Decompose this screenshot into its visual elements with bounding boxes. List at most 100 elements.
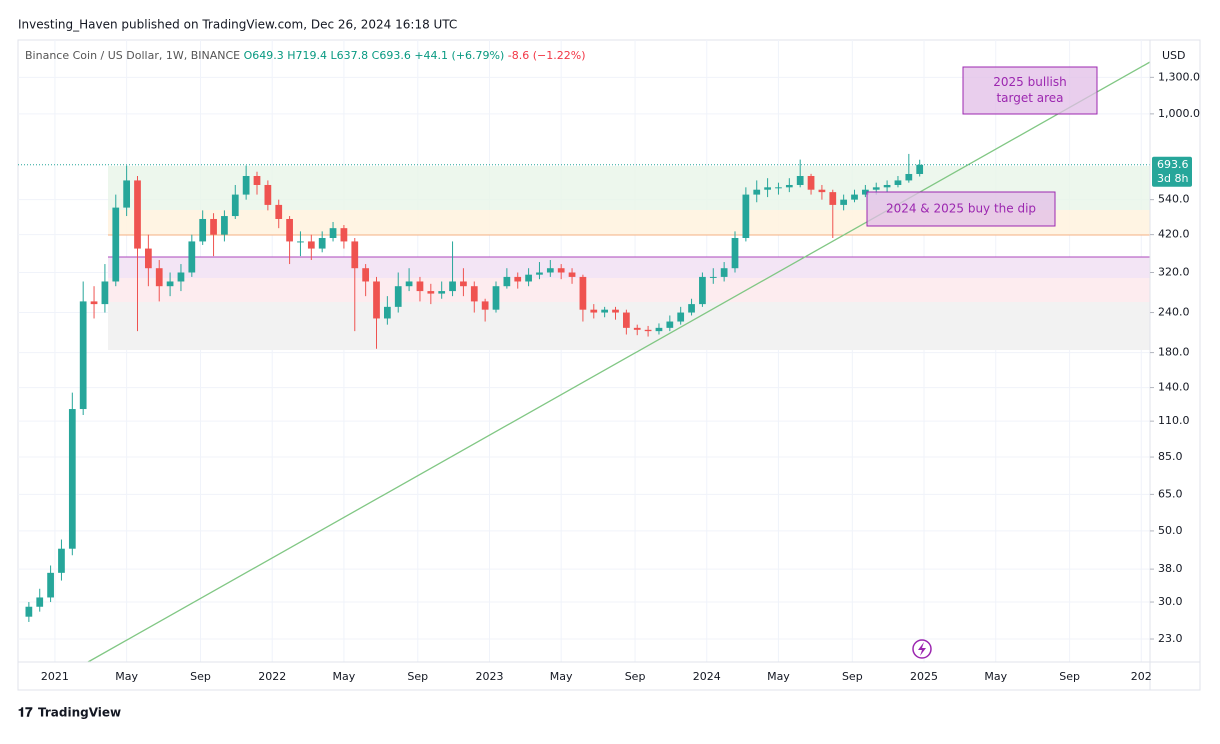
x-tick-label: May [767,670,790,683]
x-tick-label: Sep [842,670,863,683]
y-tick-label: 1,300.0 [1158,70,1200,83]
candle-body [177,272,185,282]
x-tick-label: 2025 [910,670,938,683]
currency: USD [1162,49,1186,62]
last-price-tag [1152,156,1192,187]
candle-body [883,184,891,188]
y-tick-label: 540.0 [1158,193,1190,206]
trend-line [87,61,1151,663]
candle-body [633,327,641,330]
candle-body [753,189,761,195]
candle-body [699,276,706,305]
candles [18,153,1150,622]
x-tick-label: May [550,670,573,683]
candle-body [307,241,315,249]
candle-body [449,281,456,292]
candle-body [112,207,120,282]
candle-body [905,173,913,181]
x-tick-label: 2022 [258,670,286,683]
candle-body [470,286,478,302]
candle-body [362,268,370,282]
candle-body [166,281,174,287]
candle-body [677,312,685,322]
close: C693.6 [372,49,411,62]
low: L637.8 [331,49,369,62]
zone-purple [108,257,1150,278]
live-change: -8.6 (−1.22%) [508,49,586,62]
plot-area [87,61,1151,663]
candle-body [840,199,848,205]
candle-body [405,281,413,287]
candle-body [481,301,489,310]
candle-body [590,309,598,313]
candle-body [210,218,217,235]
candle-body [351,241,359,269]
candle-body [58,548,65,573]
y-tick-label: 65.0 [1158,487,1183,500]
candle-body [612,309,619,313]
candle-body [373,281,380,319]
y-tick-label: 85.0 [1158,450,1183,463]
y-tick-label: 140.0 [1158,381,1190,394]
candle-body [199,218,207,242]
candle-body [25,606,33,617]
annotation-box [962,66,1098,115]
candle-body [688,304,695,313]
candle-body [460,281,467,287]
last-price: 693.6 [1157,158,1189,171]
candle-body [394,286,402,307]
x-tick-label: 202 [1131,670,1152,683]
candle-body [123,180,131,208]
logo-mark: 𝟏𝟕 [18,706,33,721]
candle-body [275,204,283,219]
high: H719.4 [287,49,327,62]
candle-body [709,276,717,278]
x-tick-label: Sep [190,670,211,683]
y-tick-label: 30.0 [1158,595,1183,608]
candle-body [601,309,609,313]
candle-body [79,301,87,410]
candle-body [90,301,98,305]
candle-body [144,248,152,269]
candle-body [253,175,261,185]
candle-body [329,228,337,238]
candle-body [427,291,435,294]
x-tick-label: 2024 [693,670,721,683]
candle-body [851,194,858,200]
candle-body [894,180,902,185]
candle-body [579,276,587,310]
candle-body [775,187,782,189]
candle-body [155,268,163,287]
annotation: 2025 bullish target area [993,75,1066,105]
y-tick-label: 50.0 [1158,524,1183,537]
candle-body [503,276,511,287]
candle-body [655,327,663,332]
candle-body [666,321,674,328]
y-tick-label: 180.0 [1158,346,1190,359]
x-tick-label: May [333,670,356,683]
x-tick-label: May [984,670,1007,683]
zone-pink [108,278,1150,302]
candle-body [242,175,250,195]
candle-body [807,175,815,190]
candle-body [297,241,304,243]
candle-body [862,189,869,195]
candle-body [525,274,532,282]
candle-body [557,268,565,273]
candle-body [231,194,239,217]
candle-body [340,228,348,242]
annotation-box [866,191,1056,227]
x-tick-label: Sep [1059,670,1080,683]
candle-body [785,184,793,188]
candle-body [492,286,500,310]
candle-body [47,572,54,598]
event-icon-bolt [918,642,926,656]
y-tick-label: 38.0 [1158,562,1183,575]
candle-body [536,272,543,275]
candle-body [568,272,576,277]
annotation: 2024 & 2025 buy the dip [886,202,1036,216]
candle-body [742,194,750,238]
candle-body [829,192,837,205]
candle-body [134,180,141,249]
